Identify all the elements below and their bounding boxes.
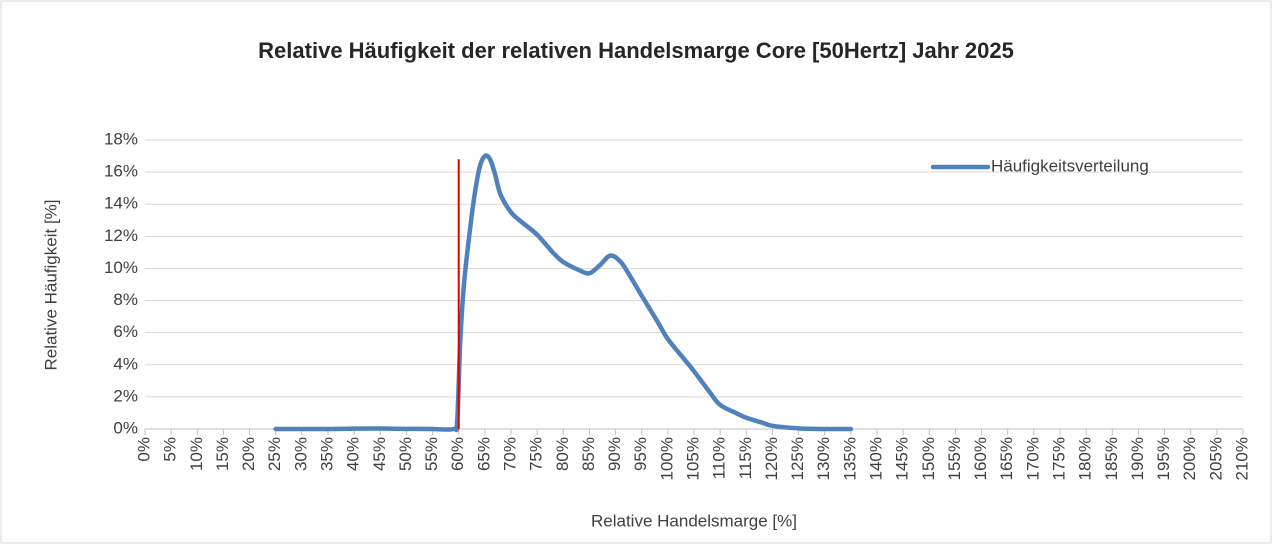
y-tick-label: 18%: [104, 129, 138, 148]
x-tick-label: 10%: [187, 437, 206, 471]
y-tick-label: 6%: [113, 322, 138, 341]
x-tick-label: 15%: [213, 437, 232, 471]
x-tick-label: 50%: [396, 437, 415, 471]
x-tick-label: 185%: [1102, 437, 1121, 480]
x-tick-label: 175%: [1049, 437, 1068, 480]
x-tick-label: 165%: [997, 437, 1016, 480]
x-tick-label: 180%: [1076, 437, 1095, 480]
x-tick-label: 160%: [971, 437, 990, 480]
x-tick-label: 80%: [553, 437, 572, 471]
series-line: [273, 153, 854, 433]
x-tick-label: 130%: [814, 437, 833, 480]
legend-label: Häufigkeitsverteilung: [991, 156, 1149, 175]
x-tick-label: 90%: [605, 437, 624, 471]
y-axis-label: Relative Häufigkeit [%]: [41, 199, 60, 370]
x-tick-label: 205%: [1206, 437, 1225, 480]
x-tick-label: 65%: [474, 437, 493, 471]
x-tick-label: 40%: [344, 437, 363, 471]
x-tick-label: 30%: [291, 437, 310, 471]
x-tick-label: 85%: [579, 437, 598, 471]
x-tick-label: 105%: [683, 437, 702, 480]
y-tick-label: 4%: [113, 354, 138, 373]
x-tick-label: 200%: [1180, 437, 1199, 480]
x-tick-label: 60%: [448, 437, 467, 471]
x-tick-label: 35%: [317, 437, 336, 471]
x-tick-label: 55%: [422, 437, 441, 471]
y-tick-label: 0%: [113, 418, 138, 437]
x-tick-label: 135%: [840, 437, 859, 480]
x-axis-label: Relative Handelsmarge [%]: [591, 511, 797, 530]
x-tick-label: 195%: [1154, 437, 1173, 480]
x-tick-label: 125%: [788, 437, 807, 480]
x-tick-label: 145%: [893, 437, 912, 480]
y-tick-label: 2%: [113, 386, 138, 405]
x-tick-label: 0%: [134, 437, 153, 462]
x-tick-label: 45%: [370, 437, 389, 471]
x-tick-label: 70%: [500, 437, 519, 471]
y-tick-label: 14%: [104, 194, 138, 213]
x-tick-label: 150%: [919, 437, 938, 480]
x-tick-label: 170%: [1023, 437, 1042, 480]
y-tick-label: 12%: [104, 226, 138, 245]
y-tick-label: 8%: [113, 290, 138, 309]
x-tick-label: 140%: [866, 437, 885, 480]
chart-title: Relative Häufigkeit der relativen Handel…: [258, 38, 1014, 63]
y-tick-label: 10%: [104, 258, 138, 277]
x-tick-label: 155%: [945, 437, 964, 480]
x-tick-label: 20%: [239, 437, 258, 471]
x-tick-label: 110%: [710, 437, 729, 479]
x-tick-label: 115%: [736, 437, 755, 479]
x-tick-label: 95%: [631, 437, 650, 471]
x-tick-label: 5%: [161, 437, 180, 462]
x-tick-label: 100%: [657, 437, 676, 480]
x-tick-label: 25%: [265, 437, 284, 471]
y-tick-label: 16%: [104, 162, 138, 181]
x-tick-label: 210%: [1232, 437, 1251, 480]
x-tick-label: 190%: [1128, 437, 1147, 480]
x-tick-label: 75%: [527, 437, 546, 471]
x-tick-label: 120%: [762, 437, 781, 480]
